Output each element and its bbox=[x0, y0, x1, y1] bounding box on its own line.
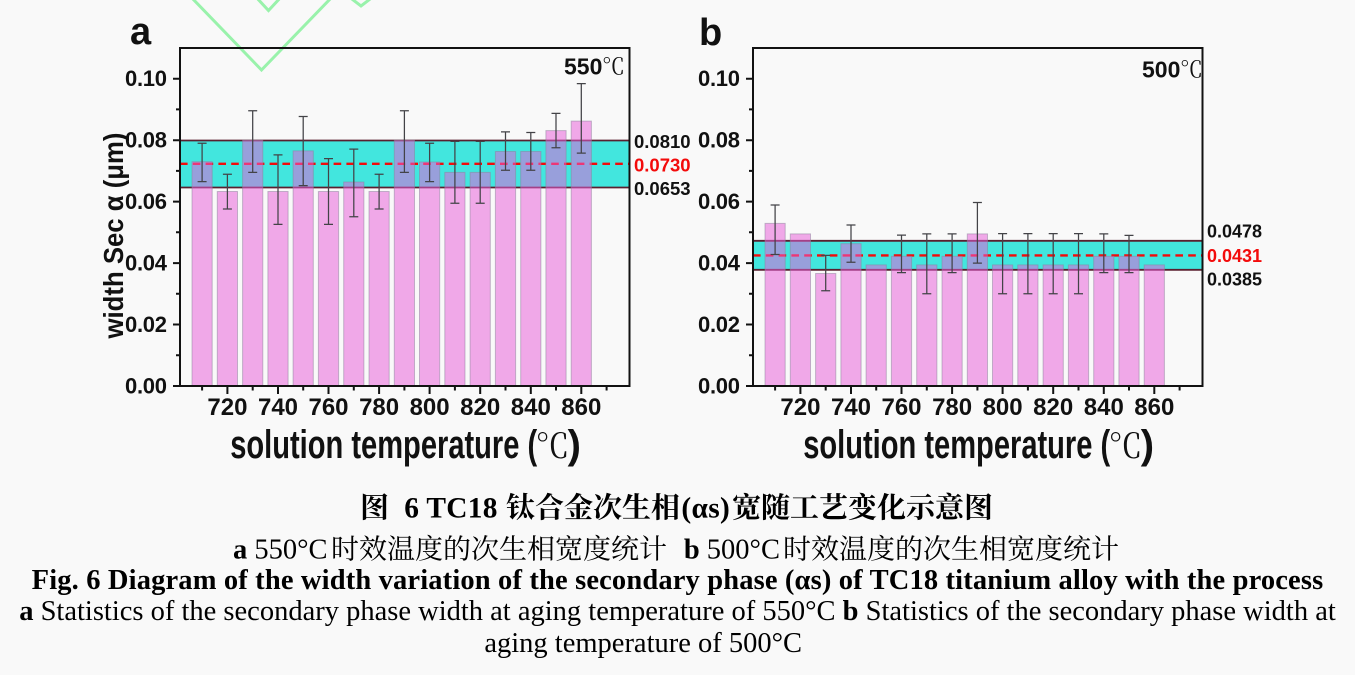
svg-text:a: a bbox=[130, 11, 152, 53]
svg-text:780: 780 bbox=[932, 394, 972, 421]
svg-text:0.0385: 0.0385 bbox=[1207, 270, 1262, 290]
svg-text:): ) bbox=[1141, 423, 1154, 467]
svg-text:0.0653: 0.0653 bbox=[634, 178, 691, 199]
svg-text:0.06: 0.06 bbox=[125, 189, 167, 214]
svg-text:820: 820 bbox=[1033, 394, 1073, 421]
svg-text:0.06: 0.06 bbox=[698, 189, 740, 214]
svg-text:780: 780 bbox=[359, 394, 399, 421]
svg-text:0.08: 0.08 bbox=[698, 128, 740, 153]
svg-text:0.00: 0.00 bbox=[125, 374, 167, 399]
svg-text:0.04: 0.04 bbox=[125, 251, 168, 276]
svg-text:720: 720 bbox=[207, 394, 247, 421]
svg-text:720: 720 bbox=[780, 394, 820, 421]
svg-text:0.00: 0.00 bbox=[698, 374, 740, 399]
svg-text:b: b bbox=[699, 12, 722, 54]
svg-text:840: 840 bbox=[511, 394, 551, 421]
svg-text:800: 800 bbox=[410, 394, 450, 421]
svg-text:0.02: 0.02 bbox=[698, 312, 740, 337]
svg-text:760: 760 bbox=[308, 394, 348, 421]
svg-text:740: 740 bbox=[831, 394, 871, 421]
svg-text:760: 760 bbox=[881, 394, 921, 421]
svg-text:0.08: 0.08 bbox=[125, 128, 167, 153]
svg-text:820: 820 bbox=[460, 394, 500, 421]
svg-text:solution temperature (: solution temperature ( bbox=[230, 423, 537, 467]
svg-text:800: 800 bbox=[983, 394, 1023, 421]
svg-text:500: 500 bbox=[1142, 57, 1180, 83]
svg-text:0.04: 0.04 bbox=[698, 251, 741, 276]
svg-text:550: 550 bbox=[564, 54, 602, 80]
svg-text:0.0431: 0.0431 bbox=[1207, 246, 1262, 266]
svg-text:0.0730: 0.0730 bbox=[634, 155, 691, 176]
svg-text:): ) bbox=[568, 423, 581, 467]
svg-text:0.10: 0.10 bbox=[125, 66, 167, 91]
svg-text:740: 740 bbox=[258, 394, 298, 421]
svg-text:0.0810: 0.0810 bbox=[634, 131, 691, 152]
svg-text:0.02: 0.02 bbox=[125, 312, 167, 337]
svg-text:solution temperature (: solution temperature ( bbox=[803, 423, 1110, 467]
svg-text:860: 860 bbox=[561, 394, 601, 421]
svg-text:0.0478: 0.0478 bbox=[1207, 222, 1262, 242]
svg-text:width Sec α (μm): width Sec α (μm) bbox=[98, 133, 129, 340]
svg-text:0.10: 0.10 bbox=[698, 66, 740, 91]
svg-text:840: 840 bbox=[1084, 394, 1124, 421]
svg-text:860: 860 bbox=[1134, 394, 1174, 421]
